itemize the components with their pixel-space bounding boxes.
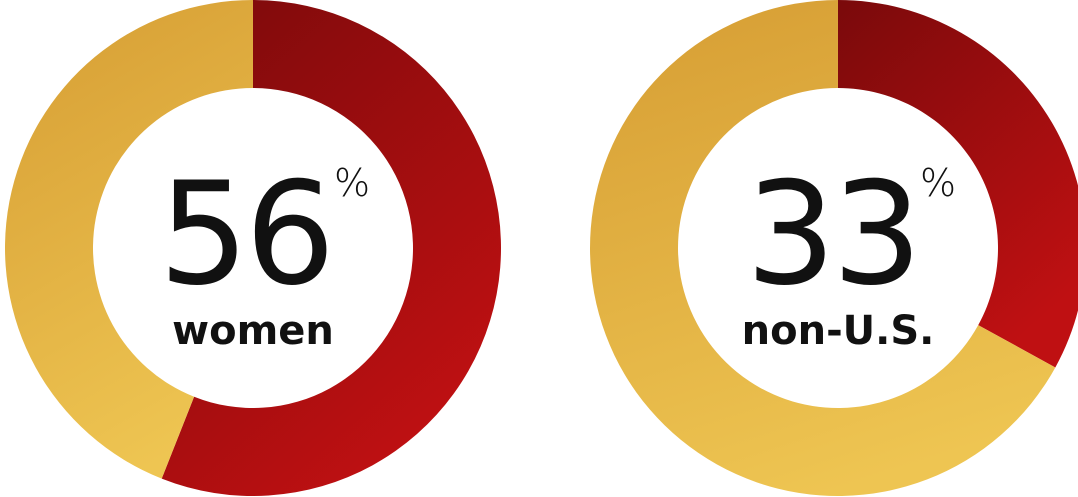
value-women: 56 xyxy=(159,152,332,317)
donut-non-us: 33 % non-U.S. xyxy=(590,0,1078,497)
unit-women: % xyxy=(334,161,370,205)
slice-women-value xyxy=(161,0,501,496)
slice-non-us-value xyxy=(838,0,1078,368)
donut-women: 56 % women xyxy=(4,0,501,496)
unit-non-us: % xyxy=(920,161,956,205)
slice-non-us-remainder xyxy=(590,0,1056,497)
value-non-us: 33 xyxy=(746,152,919,317)
slice-women-remainder xyxy=(4,0,253,479)
label-non-us: non-U.S. xyxy=(742,308,935,354)
label-women: women xyxy=(172,308,334,354)
